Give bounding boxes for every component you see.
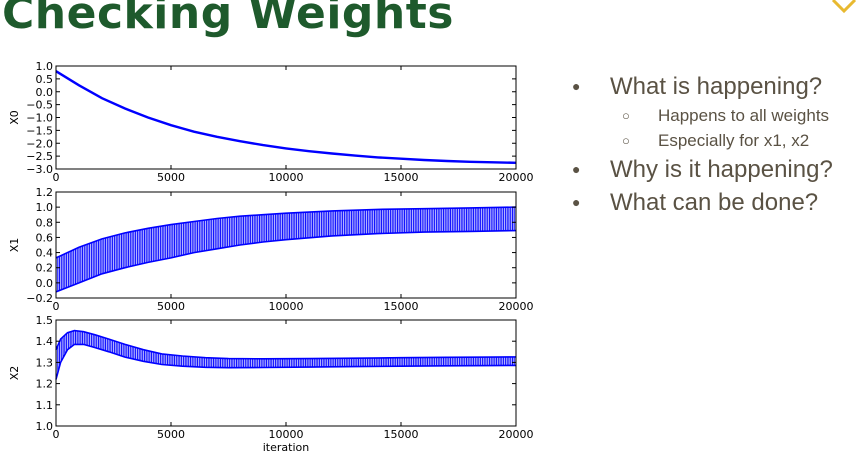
series-upper-edge <box>55 329 517 360</box>
x-tick-label: 10000 <box>269 428 304 441</box>
y-tick-label: 0.8 <box>36 216 54 229</box>
series-lower-edge <box>55 229 517 293</box>
sub-bullet-all-weights: Happens to all weights <box>572 103 859 128</box>
bullet-what-is-happening: What is happening? <box>572 70 859 103</box>
plot-frame <box>55 65 517 170</box>
x-tick-label: 20000 <box>499 428 534 441</box>
y-tick-label: 1.0 <box>36 60 54 73</box>
weights-charts: 0 5000 10000 15000 200001.00.50.0−0.5−1.0−1.… <box>8 60 534 454</box>
y-tick-label: −0.2 <box>26 292 53 305</box>
y-tick-label: 1.2 <box>36 378 54 391</box>
y-tick-label: −0.5 <box>26 99 53 112</box>
chart-panel-x2: 0 5000 10000 15000 20000 1.5 1.4 1.3 1.2 1.1 1.0 X2… <box>8 314 534 454</box>
y-tick-label: 1.1 <box>36 399 54 412</box>
x-tick-label: 10000 <box>269 171 304 184</box>
x-axis-label: iteration <box>263 441 309 454</box>
y-tick-label: 1.4 <box>36 335 54 348</box>
x-tick-label: 0 <box>53 300 60 313</box>
y-tick-label: 0.0 <box>36 277 54 290</box>
y-tick-label: −1.0 <box>26 112 53 125</box>
x-tick-label: 0 <box>53 171 60 184</box>
x-tick-label: 20000 <box>499 300 534 313</box>
series-oscillation <box>55 207 517 292</box>
x-tick-label: 5000 <box>157 300 185 313</box>
y-tick-label: 0.0 <box>36 86 54 99</box>
sub-bullet-x1-x2: Especially for x1, x2 <box>572 128 859 153</box>
x-tick-label: 15000 <box>384 171 419 184</box>
plot-frame <box>55 319 517 427</box>
x-tick-label: 20000 <box>499 171 534 184</box>
y-axis-label: X0 <box>8 110 21 125</box>
y-tick-label: 1.2 <box>36 186 54 199</box>
x-tick-label: 0 <box>53 428 60 441</box>
y-tick-label: −3.0 <box>26 163 53 176</box>
y-axis-label: X2 <box>8 366 21 381</box>
y-tick-label: 1.3 <box>36 356 54 369</box>
y-tick-label: 1.0 <box>36 201 54 214</box>
y-tick-label: 1.0 <box>36 420 54 433</box>
y-tick-label: 0.2 <box>36 262 54 275</box>
y-tick-label: 0.4 <box>36 247 54 260</box>
chart-panel-x0: 0 5000 10000 15000 20000 1.00.50.0−0.5−1.0−1.… <box>8 60 534 184</box>
slide-title: Checking Weights <box>2 0 454 39</box>
y-tick-label: −2.5 <box>26 150 53 163</box>
series-line <box>55 70 517 164</box>
x-tick-label: 15000 <box>384 428 419 441</box>
corner-chevron-icon <box>831 0 857 14</box>
series-oscillation <box>55 330 517 380</box>
x-tick-label: 5000 <box>157 171 185 184</box>
y-tick-label: 0.5 <box>36 73 54 86</box>
series-upper-edge <box>55 206 517 259</box>
y-tick-label: −2.0 <box>26 137 53 150</box>
chart-panel-x1: 0 5000 10000 15000 20000 1.2 1.0 0.8 0.6 0.4 0.2 0.… <box>8 186 534 313</box>
y-tick-label: 1.5 <box>36 314 54 327</box>
bullet-what-can-be-done: What can be done? <box>572 186 859 219</box>
bullet-why-happening: Why is it happening? <box>572 153 859 186</box>
x-tick-label: 15000 <box>384 300 419 313</box>
x-tick-label: 5000 <box>157 428 185 441</box>
bullet-list: What is happening? Happens to all weight… <box>572 70 859 219</box>
y-axis-label: X1 <box>8 238 21 253</box>
y-tick-label: 0.6 <box>36 231 54 244</box>
series-lower-edge <box>55 343 517 380</box>
x-tick-label: 10000 <box>269 300 304 313</box>
y-tick-label: −1.5 <box>26 124 53 137</box>
